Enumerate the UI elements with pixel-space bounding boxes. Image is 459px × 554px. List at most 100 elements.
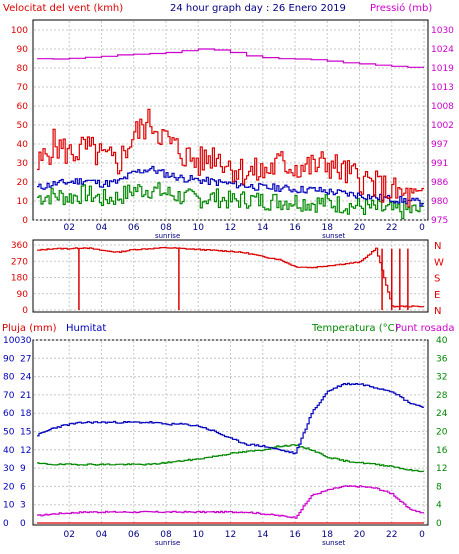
x-tick-label: 10 (193, 223, 205, 233)
humidity-tick-label: 18 (20, 409, 32, 419)
direction-tick-label: 360 (11, 241, 28, 251)
rain-tick-label: 80 (3, 373, 15, 383)
x-tick-label: 08 (160, 530, 172, 540)
direction-tick-label: 270 (11, 257, 28, 267)
temperature-tick-label: 0 (436, 519, 442, 529)
temperature-tick-label: 28 (436, 391, 448, 401)
humidity-tick-label: 0 (20, 519, 26, 529)
rain-tick-label: 10 (3, 501, 15, 511)
dew-point-axis-label: Punt rosada (395, 323, 454, 334)
rain-tick-label: 50 (3, 428, 15, 438)
humidity-tick-label: 3 (20, 501, 26, 511)
temperature-tick-label: 36 (436, 354, 448, 364)
right-tick-label: 1024 (431, 45, 454, 55)
x-tick-label: 12 (225, 530, 236, 540)
wind-speed-series (37, 108, 424, 208)
tick-labels: 0202040406060808101012121414161618182020… (3, 26, 454, 547)
left-tick-label: 40 (17, 140, 29, 150)
humidity-tick-label: 24 (20, 373, 32, 383)
x-tick-label: 18 (322, 223, 334, 233)
compass-label: W (434, 257, 444, 268)
temperature-tick-label: 12 (436, 464, 447, 474)
pressure-series (37, 48, 424, 68)
compass-label: E (434, 290, 440, 301)
rain-tick-label: 30 (3, 464, 15, 474)
x-tick-label: 06 (128, 223, 140, 233)
left-tick-label: 20 (17, 178, 29, 188)
left-tick-label: 0 (22, 216, 28, 226)
rain-axis-label: Pluja (mm) (2, 323, 57, 334)
x-tick-label: 18 (322, 530, 334, 540)
right-tick-label: 1002 (431, 121, 454, 131)
sunrise-label: sunrise (155, 232, 180, 240)
data-series (37, 48, 424, 524)
right-tick-label: 1019 (431, 64, 454, 74)
rain-tick-label: 70 (3, 391, 15, 401)
humidity-tick-label: 21 (20, 391, 31, 401)
temperature-tick-label: 32 (436, 373, 447, 383)
direction-tick-label: 0 (22, 306, 28, 316)
compass-label: S (434, 274, 440, 285)
x-tick-label: 10 (193, 530, 205, 540)
left-tick-label: 10 (17, 197, 29, 207)
rain-tick-label: 0 (3, 519, 9, 529)
x-tick-label: 16 (289, 223, 301, 233)
humidity-tick-label: 27 (20, 354, 31, 364)
direction-tick-label: 90 (17, 290, 29, 300)
left-tick-label: 90 (17, 45, 29, 55)
left-tick-label: 80 (17, 64, 29, 74)
right-tick-label: 991 (431, 159, 448, 169)
right-tick-label: 1030 (431, 26, 454, 36)
x-tick-label: 0 (419, 223, 425, 233)
temperature-tick-label: 8 (436, 482, 442, 492)
rain-tick-label: 60 (3, 409, 15, 419)
temperature-tick-label: 16 (436, 446, 448, 456)
left-tick-label: 70 (17, 83, 29, 93)
x-tick-label: 14 (257, 223, 269, 233)
right-tick-label: 980 (431, 197, 448, 207)
x-tick-label: 08 (160, 223, 172, 233)
right-tick-label: 975 (431, 216, 448, 226)
temperature-axis-label: Temperatura (°C) (311, 323, 399, 334)
x-tick-label: 06 (128, 530, 140, 540)
pressure-axis-label: Pressió (mb) (370, 2, 432, 14)
x-tick-label: 22 (386, 530, 397, 540)
direction-panel (32, 239, 429, 313)
humidity-tick-label: 9 (20, 464, 26, 474)
rain-tick-label: 100 (3, 336, 20, 346)
right-tick-label: 986 (431, 178, 448, 188)
x-tick-label: 22 (386, 223, 397, 233)
rain-tick-label: 40 (3, 446, 15, 456)
right-tick-label: 1013 (431, 83, 454, 93)
sunset-label: sunset (322, 232, 345, 240)
left-tick-label: 60 (17, 102, 29, 112)
graph-title: 24 hour graph day : 26 Enero 2019 (170, 3, 346, 14)
humidity-axis-label: Humitat (66, 323, 106, 334)
temperature-tick-label: 24 (436, 409, 448, 419)
wind-axis-label: Velocitat del vent (kmh) (3, 3, 123, 14)
left-tick-label: 100 (11, 26, 28, 36)
wind-avg-series (37, 165, 424, 207)
x-tick-label: 16 (289, 530, 301, 540)
x-tick-label: 20 (354, 223, 366, 233)
right-tick-label: 997 (431, 140, 448, 150)
compass-label: N (434, 241, 441, 252)
temperature-tick-label: 20 (436, 428, 448, 438)
left-tick-label: 50 (17, 121, 29, 131)
compass-label: N (434, 306, 441, 317)
x-tick-label: 0 (419, 530, 425, 540)
humidity-tick-label: 15 (20, 428, 31, 438)
dew-point-series (37, 485, 424, 519)
temperature-tick-label: 40 (436, 336, 448, 346)
humidity-series (37, 382, 424, 455)
x-tick-label: 04 (96, 223, 108, 233)
humidity-tick-label: 12 (20, 446, 31, 456)
x-tick-label: 14 (257, 530, 269, 540)
direction-tick-label: 180 (11, 274, 28, 284)
humidity-tick-label: 30 (20, 336, 32, 346)
temperature-tick-label: 4 (436, 501, 442, 511)
x-tick-label: 02 (64, 530, 75, 540)
sunrise-label: sunrise (155, 539, 180, 547)
x-tick-label: 02 (64, 223, 75, 233)
